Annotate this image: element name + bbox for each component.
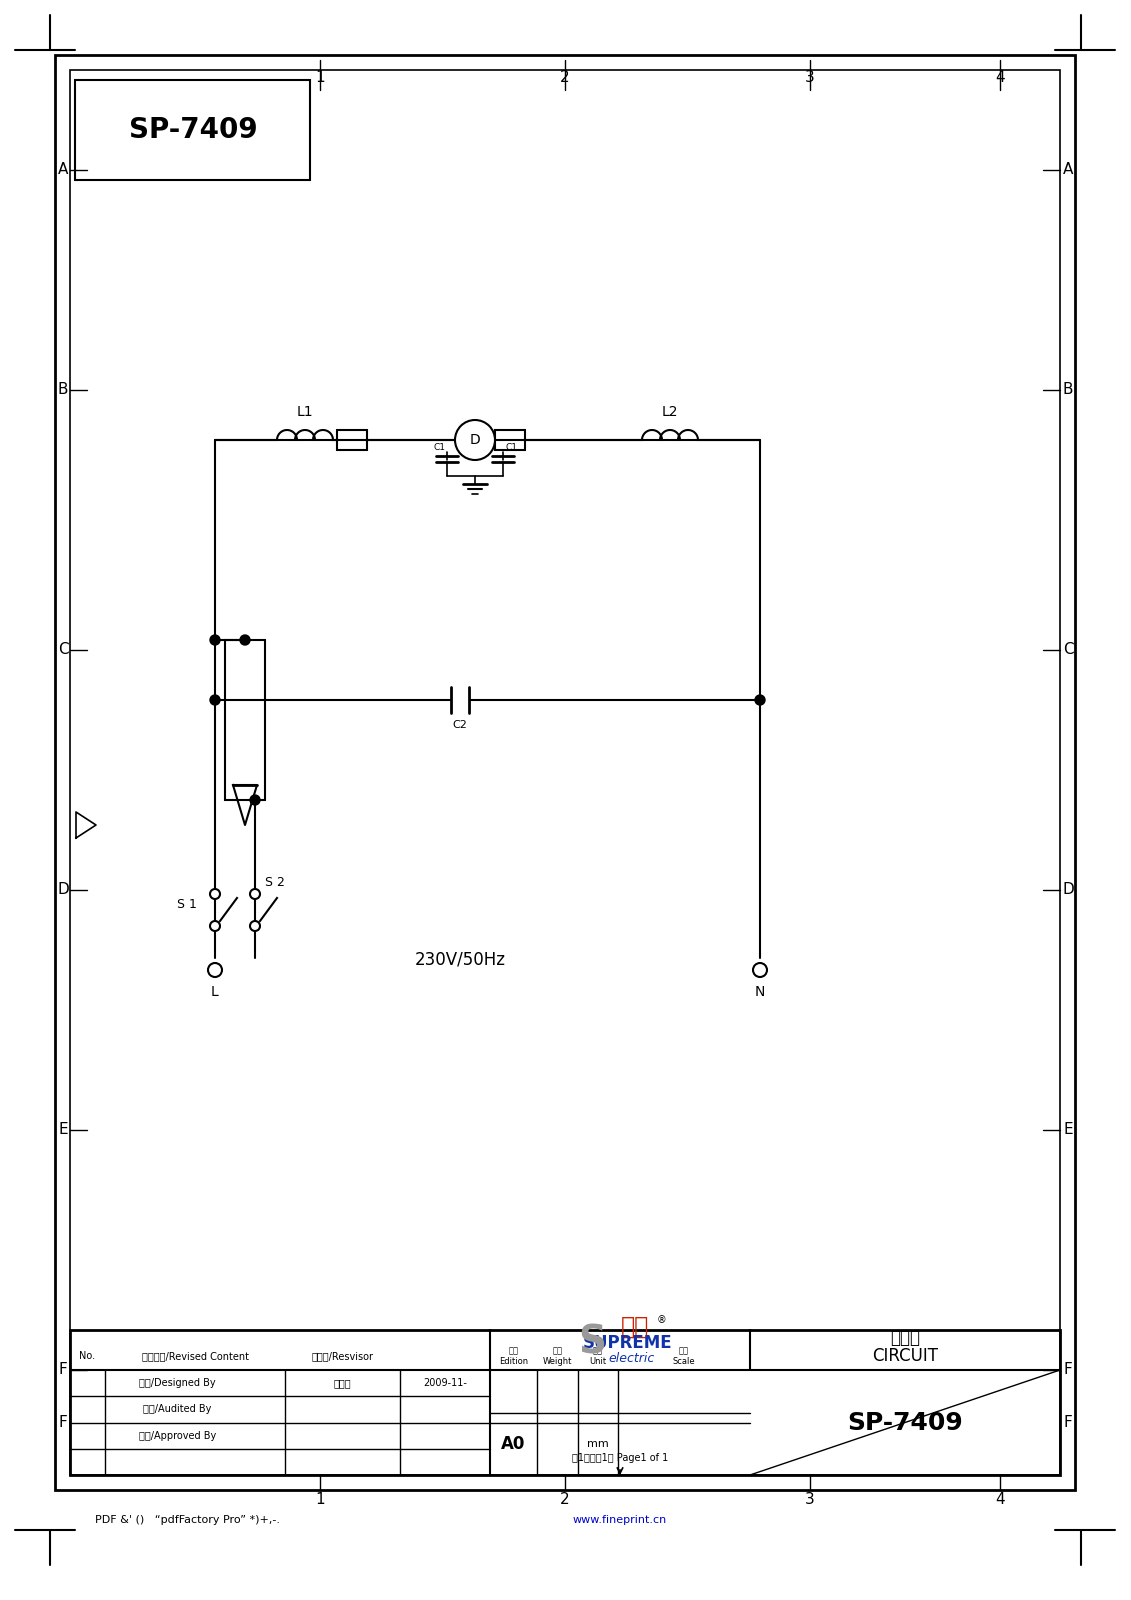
Circle shape xyxy=(250,795,260,805)
Text: D: D xyxy=(1062,883,1073,898)
Text: 230V/50Hz: 230V/50Hz xyxy=(414,950,506,970)
Text: 版本
Edition: 版本 Edition xyxy=(499,1346,528,1366)
Text: 设计/Designed By: 设计/Designed By xyxy=(139,1378,216,1389)
Text: C1: C1 xyxy=(506,443,517,453)
Text: 重量
Weight: 重量 Weight xyxy=(543,1346,572,1366)
Text: B: B xyxy=(58,382,68,397)
Text: 3: 3 xyxy=(805,1491,814,1507)
Text: S 1: S 1 xyxy=(178,899,197,912)
Text: F: F xyxy=(59,1363,68,1378)
Circle shape xyxy=(240,635,250,645)
Text: D: D xyxy=(469,434,481,446)
Text: 第1页、共1页 Page1 of 1: 第1页、共1页 Page1 of 1 xyxy=(572,1453,668,1462)
Circle shape xyxy=(210,694,221,706)
Bar xyxy=(70,70,1060,1475)
Circle shape xyxy=(756,694,765,706)
Text: 4: 4 xyxy=(995,69,1004,85)
Text: 修订内容/Revised Content: 修订内容/Revised Content xyxy=(141,1350,249,1362)
Text: No.: No. xyxy=(79,1350,95,1362)
Text: L: L xyxy=(211,986,219,998)
Text: E: E xyxy=(1063,1123,1073,1138)
Text: C1: C1 xyxy=(433,443,444,453)
Text: C: C xyxy=(1063,643,1073,658)
Text: D: D xyxy=(58,883,69,898)
Bar xyxy=(55,54,1074,1490)
Circle shape xyxy=(753,963,767,978)
Text: A: A xyxy=(58,163,68,178)
Text: electric: electric xyxy=(608,1352,655,1365)
Text: ®: ® xyxy=(657,1315,667,1325)
Text: 4: 4 xyxy=(995,1491,1004,1507)
Text: SP-7409: SP-7409 xyxy=(129,117,258,144)
Text: S 2: S 2 xyxy=(265,875,285,888)
Text: L1: L1 xyxy=(296,405,313,419)
Bar xyxy=(225,640,265,800)
Text: CIRCUIT: CIRCUIT xyxy=(872,1347,938,1365)
Bar xyxy=(70,1330,1060,1475)
Text: N: N xyxy=(754,986,766,998)
Text: 谢学维: 谢学维 xyxy=(334,1378,352,1389)
Text: B: B xyxy=(1063,382,1073,397)
Circle shape xyxy=(210,635,221,645)
Text: A0: A0 xyxy=(501,1435,526,1453)
Text: 电路图: 电路图 xyxy=(890,1330,920,1347)
Circle shape xyxy=(208,963,222,978)
Text: F: F xyxy=(1063,1363,1072,1378)
Text: F: F xyxy=(1063,1414,1072,1430)
Text: 1: 1 xyxy=(316,69,325,85)
Text: SUPREME: SUPREME xyxy=(584,1334,673,1352)
Text: PDF &' ()   “pdfFactory Pro” *)+,-.: PDF &' () “pdfFactory Pro” *)+,-. xyxy=(95,1515,280,1525)
Text: S: S xyxy=(578,1325,606,1362)
Circle shape xyxy=(210,890,221,899)
Text: L2: L2 xyxy=(662,405,679,419)
Text: 兆利: 兆利 xyxy=(621,1315,649,1339)
Text: 1: 1 xyxy=(316,1491,325,1507)
Text: 2: 2 xyxy=(560,69,570,85)
Bar xyxy=(337,430,366,450)
Circle shape xyxy=(455,419,495,461)
Circle shape xyxy=(250,922,260,931)
Text: F: F xyxy=(59,1414,68,1430)
Text: C: C xyxy=(58,643,68,658)
Text: mm: mm xyxy=(587,1438,608,1448)
Text: SP-7409: SP-7409 xyxy=(847,1411,962,1435)
Text: 3: 3 xyxy=(805,69,814,85)
Text: 2009-11-: 2009-11- xyxy=(423,1378,467,1389)
Text: A: A xyxy=(1063,163,1073,178)
Text: C2: C2 xyxy=(452,720,467,730)
Circle shape xyxy=(210,922,221,931)
Bar xyxy=(495,430,525,450)
Text: E: E xyxy=(58,1123,68,1138)
Circle shape xyxy=(250,890,260,899)
Text: 修订者/Resvisor: 修订者/Resvisor xyxy=(311,1350,373,1362)
Text: 批准/Approved By: 批准/Approved By xyxy=(139,1430,216,1440)
Text: 2: 2 xyxy=(560,1491,570,1507)
Text: www.fineprint.cn: www.fineprint.cn xyxy=(573,1515,667,1525)
Text: 比例
Scale: 比例 Scale xyxy=(673,1346,696,1366)
Text: 单位
Unit: 单位 Unit xyxy=(589,1346,606,1366)
Bar xyxy=(75,80,310,179)
Text: 审核/Audited By: 审核/Audited By xyxy=(144,1405,211,1414)
